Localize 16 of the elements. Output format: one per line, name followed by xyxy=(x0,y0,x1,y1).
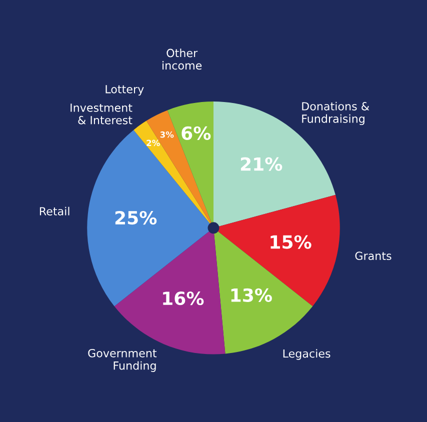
slice-label: Lottery xyxy=(106,85,144,96)
slice-label: Investment & Interest xyxy=(70,104,132,124)
data-label: 3% xyxy=(160,131,174,138)
data-label: 2% xyxy=(146,140,160,146)
data-label: 21% xyxy=(240,157,282,171)
data-label: 16% xyxy=(163,292,204,306)
slice-label: Legacies xyxy=(283,349,330,360)
data-label: 15% xyxy=(270,235,312,249)
slice-label: Other income xyxy=(162,48,202,70)
data-label: 6% xyxy=(182,126,211,140)
slice-label: Government Funding xyxy=(88,348,157,372)
slice-label: Retail xyxy=(40,206,70,216)
data-label: 13% xyxy=(231,288,272,302)
slice-label: Donations & Fundraising xyxy=(302,102,370,126)
data-label: 25% xyxy=(115,210,157,225)
slice-label: Grants xyxy=(355,252,392,260)
